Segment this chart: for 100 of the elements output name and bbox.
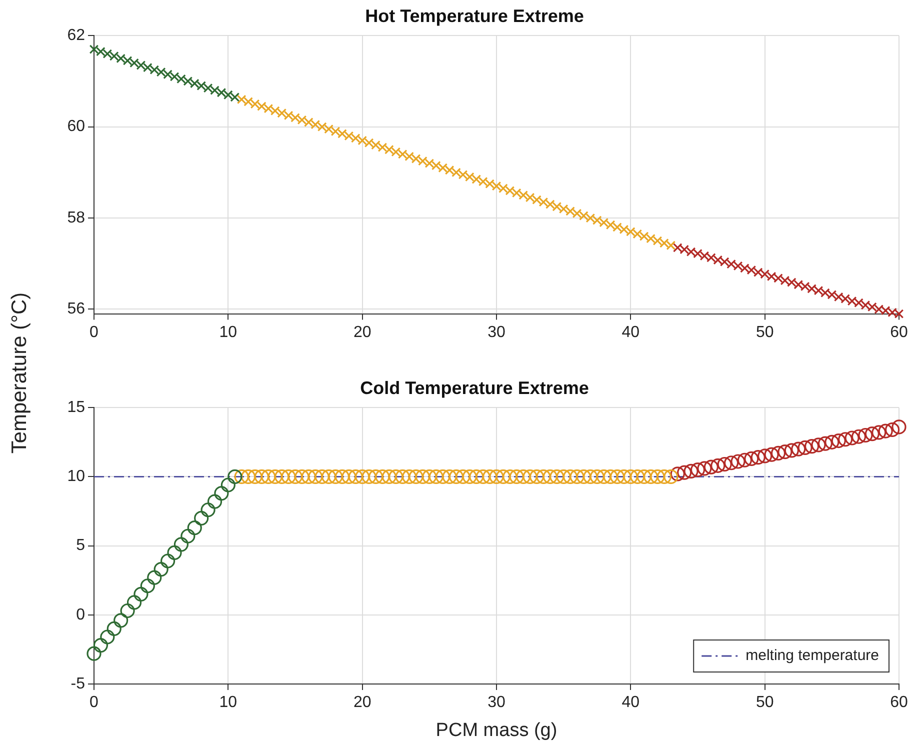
chart-title: Hot Temperature Extreme (365, 6, 584, 26)
x-axis-title: PCM mass (g) (436, 720, 558, 741)
x-tick-label: 10 (219, 324, 238, 341)
point (717, 456, 732, 472)
point (872, 425, 886, 440)
point (86, 646, 102, 661)
point (791, 442, 806, 456)
point (780, 276, 790, 286)
point (844, 430, 860, 446)
point (733, 261, 743, 271)
point (874, 304, 884, 314)
x-tick-label: 50 (756, 694, 774, 712)
y-tick-label: 60 (67, 118, 86, 136)
point (774, 274, 783, 283)
y-tick-label: -5 (70, 675, 86, 692)
point (160, 554, 176, 568)
point (854, 298, 864, 308)
x-tick-label: 60 (890, 324, 908, 341)
point (134, 586, 148, 602)
point (753, 268, 763, 277)
point (684, 464, 698, 478)
point (892, 420, 906, 434)
point (114, 613, 128, 628)
point (760, 269, 770, 279)
point (800, 282, 810, 292)
point (142, 62, 152, 72)
point (680, 244, 690, 254)
point (686, 247, 696, 256)
point (758, 448, 772, 464)
point (223, 90, 233, 100)
point (163, 70, 172, 80)
point (858, 428, 873, 443)
point (120, 603, 135, 618)
point (706, 253, 716, 262)
point (820, 288, 830, 298)
point (814, 286, 824, 296)
x-tick-label: 40 (622, 694, 640, 712)
point (730, 454, 746, 469)
point (766, 272, 776, 282)
point (737, 452, 752, 468)
point (147, 570, 162, 585)
point (827, 290, 837, 300)
point (878, 424, 893, 438)
point (100, 630, 115, 644)
point (89, 44, 99, 54)
point (190, 78, 200, 88)
point (880, 306, 890, 316)
point (784, 443, 799, 458)
point (214, 486, 229, 501)
point (176, 74, 186, 84)
point (106, 621, 122, 636)
point (847, 296, 857, 306)
x-tick-label: 60 (890, 694, 908, 712)
y-tick-label: 56 (67, 300, 86, 318)
point (838, 432, 853, 447)
point (109, 51, 119, 61)
point (102, 49, 112, 59)
point (690, 462, 706, 478)
point (670, 466, 685, 482)
point (183, 76, 193, 86)
y-tick-label: 62 (67, 27, 86, 44)
point (200, 502, 216, 518)
point (216, 88, 226, 98)
point (794, 280, 804, 290)
x-tick-label: 50 (756, 324, 774, 341)
point (770, 446, 786, 461)
point (851, 429, 866, 444)
point (700, 251, 710, 261)
point (860, 300, 870, 310)
point (136, 60, 146, 70)
y-tick-label: 5 (76, 537, 86, 554)
point (884, 422, 900, 438)
point (672, 242, 682, 252)
point (196, 81, 206, 90)
point (778, 444, 792, 460)
point (834, 292, 844, 302)
point (704, 460, 718, 474)
point (786, 278, 796, 288)
point (811, 438, 826, 452)
x-tick-label: 30 (488, 694, 506, 712)
point (156, 67, 166, 77)
point (764, 447, 779, 462)
point (140, 578, 155, 594)
point (154, 562, 168, 577)
point (150, 65, 160, 74)
point (818, 436, 833, 451)
point (867, 302, 877, 312)
point (710, 458, 726, 473)
point (180, 528, 196, 544)
point (228, 469, 242, 484)
x-tick-label: 0 (90, 324, 99, 341)
point (122, 56, 132, 66)
x-tick-label: 30 (488, 324, 506, 341)
point (167, 545, 182, 560)
point (93, 638, 108, 653)
point (174, 537, 189, 552)
x-tick-label: 20 (353, 694, 372, 712)
point (720, 257, 730, 266)
y-axis-title: Temperature (°C) (8, 292, 32, 454)
point (746, 265, 756, 275)
